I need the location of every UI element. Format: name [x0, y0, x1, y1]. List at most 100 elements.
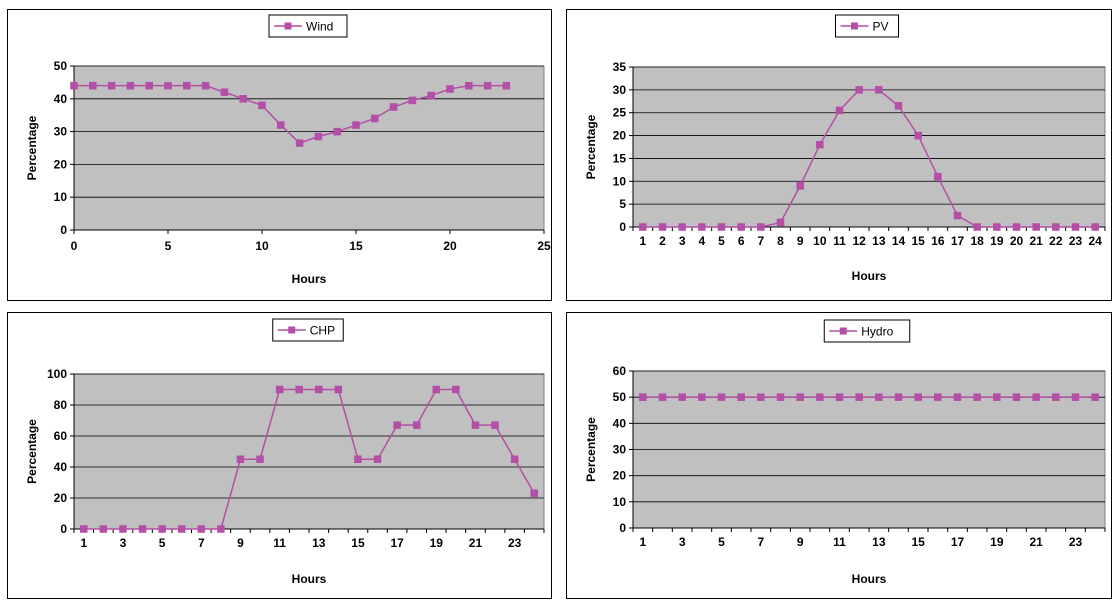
hydro-data-point	[973, 393, 981, 401]
hydro-data-point	[855, 393, 863, 401]
wind-data-point	[258, 101, 266, 110]
pv-x-tick-label: 4	[698, 234, 705, 248]
chp-data-point	[412, 421, 421, 429]
pv-data-point	[1012, 223, 1021, 231]
wind-y-tick-label: 10	[54, 190, 68, 204]
pv-data-point	[796, 182, 804, 190]
wind-x-tick-label: 0	[71, 239, 78, 253]
pv-x-tick-label: 14	[892, 234, 906, 248]
pv-x-tick-label: 19	[990, 234, 1004, 248]
chp-x-tick-label: 15	[351, 536, 365, 550]
hydro-x-tick-label: 21	[1029, 535, 1043, 549]
pv-data-point	[1091, 223, 1099, 231]
wind-data-point	[502, 81, 511, 90]
pv-y-tick-label: 35	[613, 60, 627, 74]
hydro-data-point	[776, 393, 785, 401]
pv-data-point	[894, 102, 903, 110]
chp-data-point	[510, 455, 519, 463]
wind-data-point	[277, 121, 285, 129]
wind-y-axis-title: Percentage	[25, 115, 39, 180]
pv-x-tick-label: 9	[797, 234, 804, 248]
chp-x-tick-label: 11	[273, 536, 286, 550]
hydro-y-tick-label: 0	[619, 521, 626, 535]
hydro-y-tick-label: 50	[613, 390, 627, 404]
chart-panel-hydro: 0 10 20 30 40 50 60 1 3 5 7 9 11 13 15 17 19 21 23 Hours Per…	[566, 312, 1112, 599]
wind-data-point	[389, 103, 398, 111]
hydro-x-tick-label: 9	[797, 535, 804, 549]
chp-x-tick-label: 1	[80, 536, 87, 550]
hydro-x-tick-label: 5	[718, 535, 725, 549]
pv-y-tick-label: 30	[613, 83, 627, 97]
hydro-data-point	[894, 393, 903, 401]
chp-x-axis-title: Hours	[292, 572, 327, 586]
wind-data-point	[126, 81, 135, 90]
wind-data-point	[446, 85, 454, 93]
chp-legend-label: CHP	[310, 324, 335, 338]
wind-data-point	[314, 132, 323, 141]
wind-data-point	[183, 81, 191, 90]
wind-data-point	[220, 88, 229, 96]
pv-y-tick-label: 5	[619, 197, 626, 211]
hydro-y-axis-title: Percentage	[584, 417, 598, 482]
hydro-y-tick-label: 60	[613, 364, 627, 378]
hydro-x-tick-label: 11	[833, 535, 846, 549]
hydro-legend-swatch-marker	[839, 327, 847, 335]
pv-x-tick-label: 6	[738, 234, 745, 248]
chp-data-point	[530, 489, 538, 498]
chp-data-point	[236, 455, 245, 463]
chp-x-tick-label: 3	[120, 536, 127, 550]
pv-data-point	[658, 223, 667, 231]
pv-y-tick-label: 0	[619, 220, 626, 234]
pv-x-tick-label: 1	[639, 234, 646, 248]
chp-data-point	[295, 385, 303, 394]
pv-data-point	[757, 223, 765, 231]
hydro-data-point	[737, 393, 745, 401]
pv-x-tick-label: 15	[911, 234, 925, 248]
pv-y-tick-label: 25	[613, 106, 627, 120]
hydro-data-point	[993, 393, 1001, 401]
pv-data-point	[914, 131, 922, 140]
pv-data-point	[1052, 223, 1060, 231]
chp-data-point	[275, 385, 284, 394]
chp-data-point	[217, 525, 225, 533]
wind-y-tick-label: 20	[54, 157, 68, 171]
pv-x-tick-label: 21	[1029, 234, 1043, 248]
hydro-data-point	[639, 393, 647, 401]
chp-x-tick-label: 17	[390, 536, 404, 550]
pv-legend-swatch-marker	[851, 22, 858, 30]
chp-x-tick-label: 23	[508, 536, 522, 550]
pv-x-tick-label: 5	[718, 234, 725, 248]
wind-data-point	[408, 96, 417, 105]
pv-data-point	[1071, 223, 1080, 231]
chp-y-tick-label: 100	[47, 367, 67, 381]
chp-data-point	[197, 525, 206, 533]
chp-data-point	[373, 455, 382, 463]
pv-data-point	[678, 223, 686, 231]
wind-data-point	[483, 81, 492, 90]
chp-data-point	[491, 421, 499, 429]
wind-x-tick-label: 20	[443, 239, 457, 253]
chp-data-point	[99, 525, 108, 533]
wind-y-tick-label: 30	[54, 125, 68, 139]
wind-plot-area	[73, 65, 545, 231]
pv-y-tick-label: 10	[613, 174, 627, 188]
wind-y-tick-label: 0	[60, 223, 67, 237]
wind-x-tick-label: 15	[349, 239, 363, 253]
pv-x-tick-label: 17	[951, 234, 965, 248]
pv-x-tick-label: 24	[1088, 234, 1102, 248]
pv-data-point	[934, 172, 942, 181]
hydro-data-point	[1012, 393, 1021, 401]
pv-x-axis-title: Hours	[852, 269, 887, 283]
hydro-data-point	[914, 393, 922, 401]
chp-data-point	[452, 385, 460, 394]
chp-y-tick-label: 40	[54, 460, 68, 474]
wind-data-point	[239, 95, 247, 103]
pv-x-tick-label: 2	[659, 234, 666, 248]
chp-x-tick-label: 9	[237, 536, 244, 550]
chp-y-tick-label: 60	[54, 429, 68, 443]
wind-data-point	[70, 81, 78, 90]
pv-x-tick-label: 20	[1010, 234, 1024, 248]
hydro-y-tick-label: 40	[613, 416, 627, 430]
wind-data-point	[89, 81, 97, 90]
